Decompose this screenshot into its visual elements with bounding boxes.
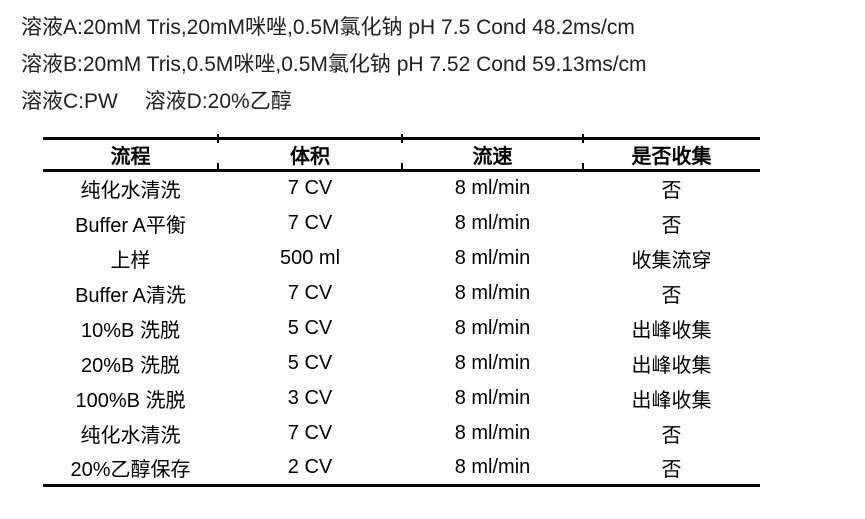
cell-flow-rate: 8 ml/min — [454, 386, 531, 409]
table-row: 纯化水清洗 7 CV 8 ml/min 否 — [43, 171, 760, 206]
column-header-flow-rate: 流速 — [402, 138, 583, 172]
cell-process: 上样 — [110, 249, 151, 272]
cell-collect: 否 — [661, 424, 682, 447]
cell-volume: 5 CV — [287, 316, 333, 339]
column-header-process: 流程 — [43, 138, 218, 172]
cell-collect: 出峰收集 — [631, 319, 712, 342]
table-row: 20%乙醇保存 2 CV 8 ml/min 否 — [43, 451, 760, 486]
cell-collect: 出峰收集 — [631, 389, 712, 412]
cell-collect: 否 — [661, 180, 682, 203]
cell-process: 纯化水清洗 — [80, 424, 181, 447]
cell-collect: 出峰收集 — [631, 354, 712, 377]
cell-volume: 7 CV — [287, 211, 333, 234]
cell-volume: 7 CV — [287, 281, 333, 304]
cell-process: 10%B 洗脱 — [81, 319, 180, 342]
cell-flow-rate: 8 ml/min — [454, 177, 531, 200]
cell-flow-rate: 8 ml/min — [454, 351, 531, 374]
column-header-collect: 是否收集 — [583, 138, 760, 172]
solution-notes: 溶液A:20mM Tris,20mM咪唑,0.5M氯化钠 pH 7.5 Cond… — [21, 9, 647, 120]
cell-collect: 收集流穿 — [631, 249, 712, 272]
table-row: Buffer A平衡 7 CV 8 ml/min 否 — [43, 206, 760, 241]
cell-volume: 500 ml — [279, 246, 341, 269]
cell-process: 20%乙醇保存 — [70, 458, 191, 481]
cell-flow-rate: 8 ml/min — [454, 246, 531, 269]
cell-process: Buffer A平衡 — [75, 214, 186, 237]
cell-volume: 2 CV — [287, 455, 333, 478]
cell-process: 20%B 洗脱 — [81, 354, 180, 377]
border-tick-mark — [582, 163, 584, 172]
border-tick-mark — [582, 134, 584, 143]
cell-process: 纯化水清洗 — [80, 180, 181, 203]
cell-volume: 3 CV — [287, 386, 333, 409]
cell-flow-rate: 8 ml/min — [454, 281, 531, 304]
cell-process: 100%B 洗脱 — [75, 389, 186, 412]
table-row: 纯化水清洗 7 CV 8 ml/min 否 — [43, 416, 760, 451]
solution-a-line: 溶液A:20mM Tris,20mM咪唑,0.5M氯化钠 pH 7.5 Cond… — [21, 16, 635, 39]
table-header-row: 流程 体积 流速 是否收集 — [43, 138, 760, 172]
table-row: 10%B 洗脱 5 CV 8 ml/min 出峰收集 — [43, 311, 760, 346]
border-tick-mark — [217, 163, 219, 172]
table-row: Buffer A清洗 7 CV 8 ml/min 否 — [43, 276, 760, 311]
cell-flow-rate: 8 ml/min — [454, 421, 531, 444]
solution-b-line: 溶液B:20mM Tris,0.5M咪唑,0.5M氯化钠 pH 7.52 Con… — [21, 53, 647, 76]
table-row: 100%B 洗脱 3 CV 8 ml/min 出峰收集 — [43, 381, 760, 416]
cell-volume: 5 CV — [287, 351, 333, 374]
column-header-volume: 体积 — [218, 138, 402, 172]
cell-flow-rate: 8 ml/min — [454, 211, 531, 234]
table-row: 上样 500 ml 8 ml/min 收集流穿 — [43, 241, 760, 276]
cell-collect: 否 — [661, 284, 682, 307]
cell-collect: 否 — [661, 458, 682, 481]
process-table: 流程 体积 流速 是否收集 纯化水清洗 7 CV 8 ml/min 否 Buff… — [43, 137, 760, 487]
cell-volume: 7 CV — [287, 177, 333, 200]
solution-cd-line: 溶液C:PW 溶液D:20%乙醇 — [21, 90, 292, 113]
border-tick-mark — [401, 163, 403, 172]
cell-collect: 否 — [661, 214, 682, 237]
border-tick-mark — [401, 134, 403, 143]
cell-volume: 7 CV — [287, 421, 333, 444]
table-row: 20%B 洗脱 5 CV 8 ml/min 出峰收集 — [43, 346, 760, 381]
cell-flow-rate: 8 ml/min — [454, 455, 531, 478]
purification-process-table: 流程 体积 流速 是否收集 纯化水清洗 7 CV 8 ml/min 否 Buff… — [43, 134, 760, 487]
border-tick-mark — [217, 134, 219, 143]
cell-flow-rate: 8 ml/min — [454, 316, 531, 339]
cell-process: Buffer A清洗 — [75, 284, 186, 307]
